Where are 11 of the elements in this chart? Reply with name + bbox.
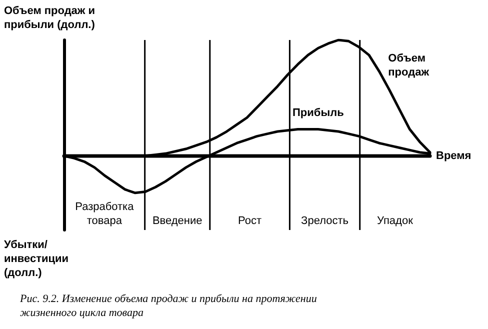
- text: Зрелость: [301, 215, 349, 227]
- text: Разработка товара: [75, 201, 135, 227]
- x-axis-title: Время: [436, 150, 472, 162]
- series-label: Объем продаж: [388, 52, 430, 78]
- text: Убытки/ инвестиции (долл.): [4, 239, 69, 279]
- text: Рис. 9.2. Изменение объема продаж и прибыли на протяжении жизненного цикла товара: [19, 293, 318, 319]
- text: Введение: [152, 215, 202, 227]
- y-axis-title: Объем продаж и прибыли (долл.): [4, 5, 96, 31]
- text: Рост: [238, 215, 262, 227]
- text: Упадок: [376, 215, 414, 227]
- series-label: Прибыль: [292, 107, 344, 120]
